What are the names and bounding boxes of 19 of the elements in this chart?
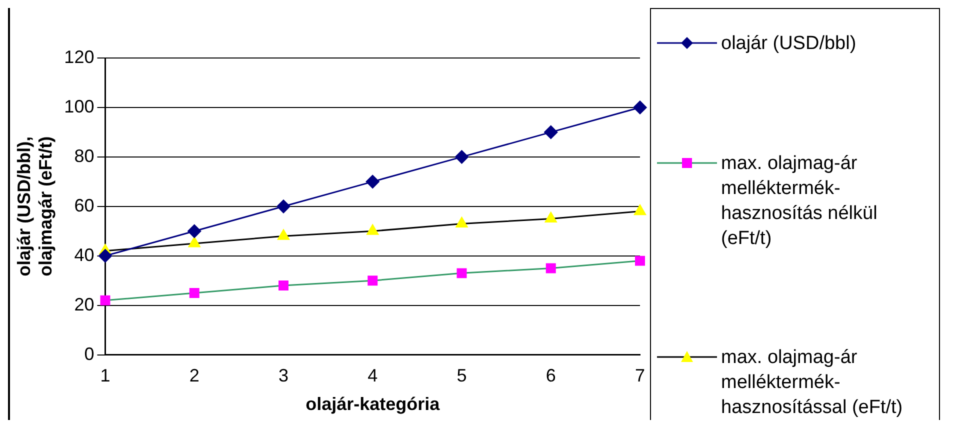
x-tick-label: 1: [100, 366, 110, 386]
y-axis-title: olajár (USD/bbl), olajmagár (eFt/t): [14, 136, 56, 276]
y-tick-label: 0: [84, 344, 94, 364]
x-axis-title: olajár-kategória: [306, 394, 441, 414]
y-tick-label: 40: [74, 244, 94, 265]
x-tick-label: 5: [456, 366, 467, 386]
x-tick-label: 7: [634, 366, 646, 386]
x-tick-label: 4: [368, 366, 378, 386]
legend-label: max. olajmag-ár melléktermék-hasznosítással (eFt/t): [721, 346, 904, 420]
x-tick-label: 6: [546, 366, 556, 386]
y-tick-label: 20: [74, 294, 94, 314]
legend-label: max. olajmag-ár melléktermék-hasznosítás nélkül (eFt/t): [721, 152, 878, 250]
y-tick-label: 100: [64, 96, 94, 116]
legend-label: olajár (USD/bbl): [721, 32, 856, 56]
y-tick-label: 80: [74, 146, 94, 166]
x-tick-label: 3: [278, 366, 288, 386]
y-tick-label: 60: [74, 195, 94, 216]
y-tick-label: 120: [64, 46, 94, 67]
x-tick-label: 2: [189, 366, 200, 386]
